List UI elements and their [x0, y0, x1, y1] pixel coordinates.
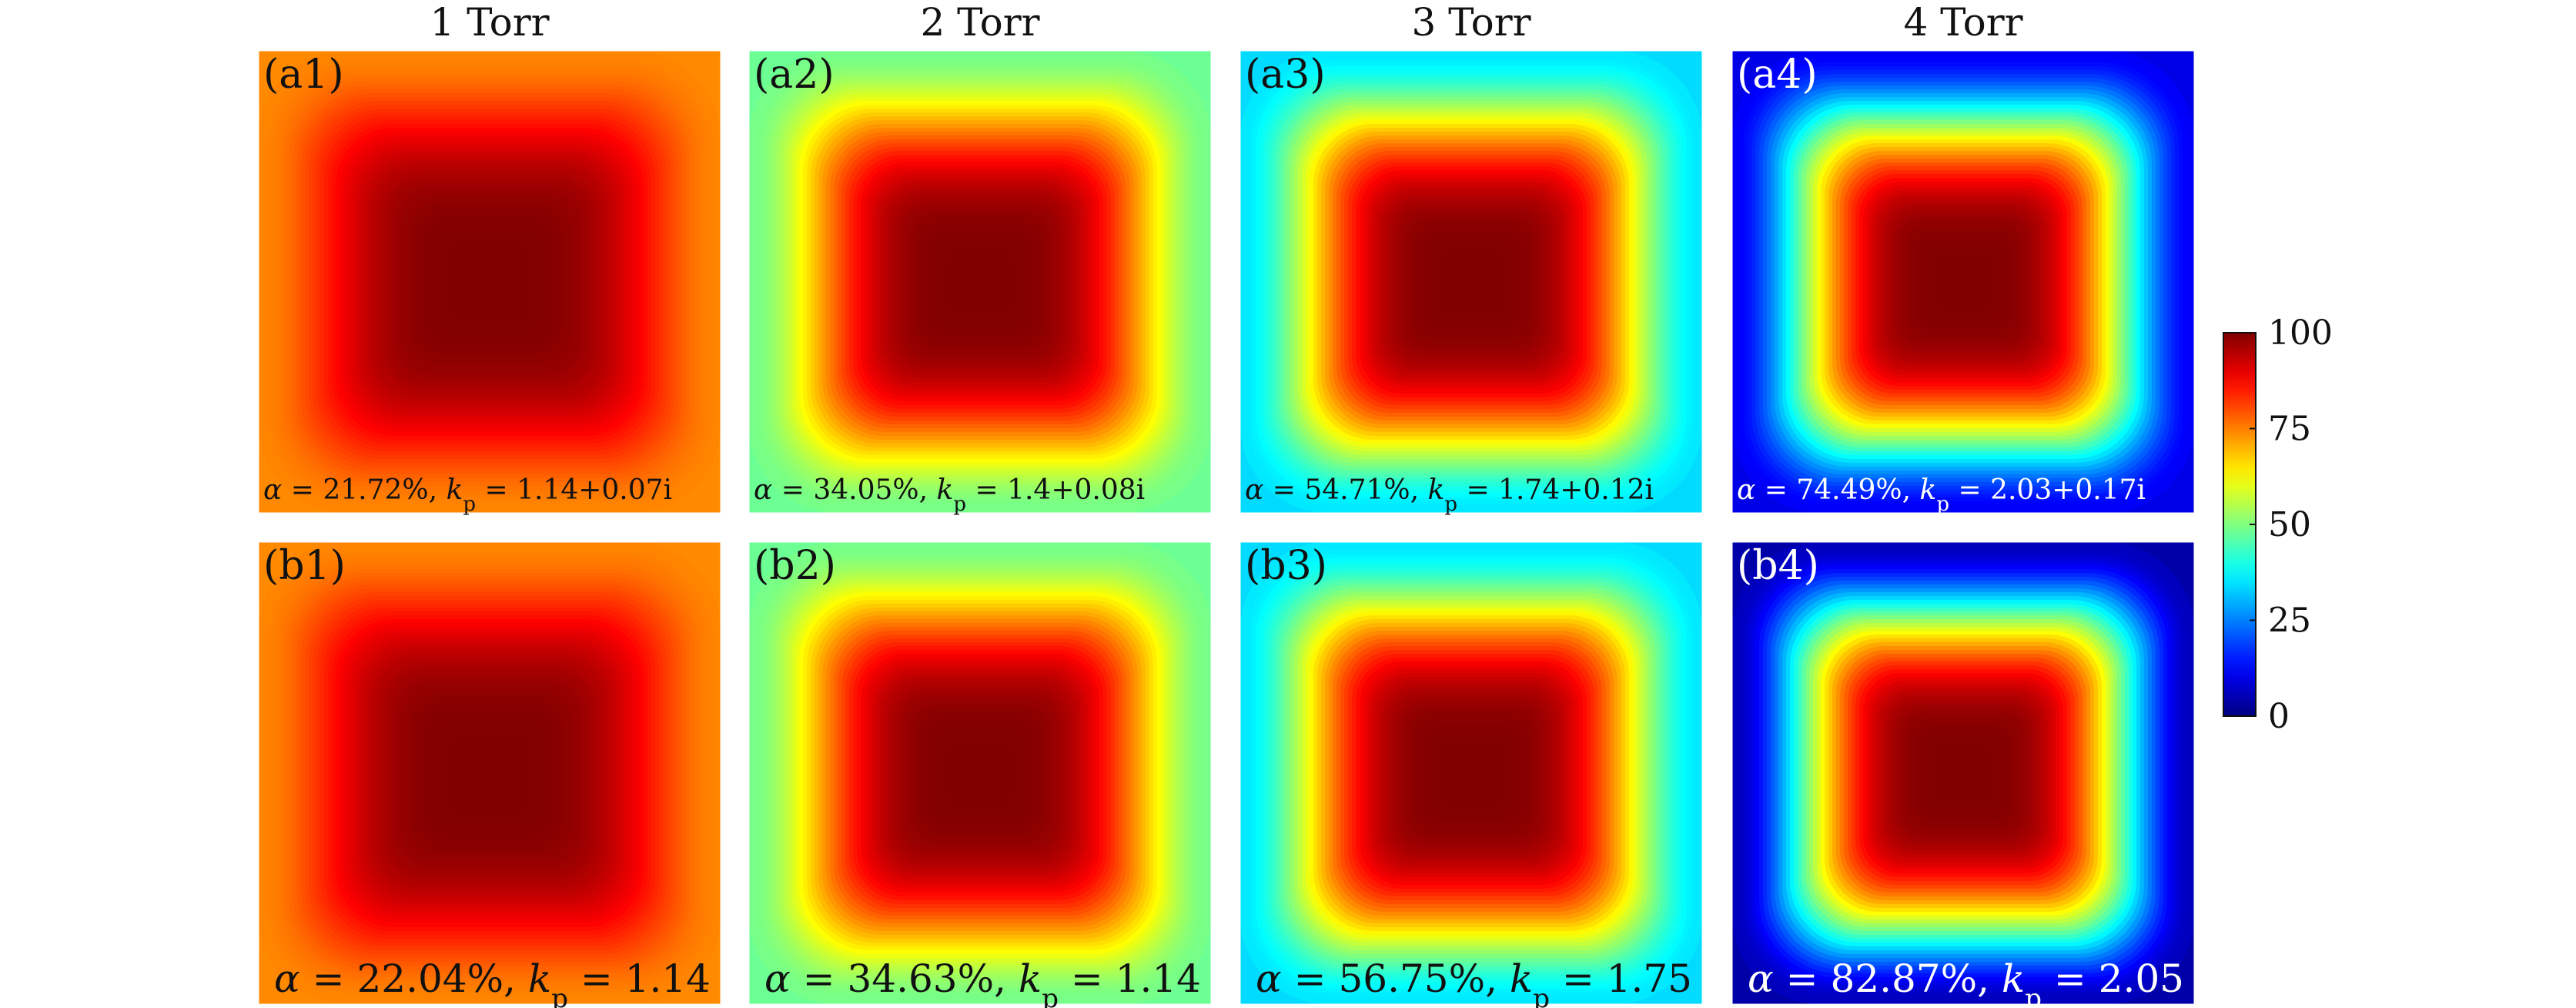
column-title: 2 Torr [920, 0, 1039, 45]
density-contour [486, 769, 493, 777]
panel-border [1239, 541, 1703, 1005]
colorbar-tick-label: 25 [2268, 601, 2311, 641]
column-title: 4 Torr [1903, 0, 2022, 45]
density-field [1732, 542, 2194, 1004]
panel-label: (a4) [1737, 52, 1818, 98]
column-title: 3 Torr [1411, 0, 1531, 45]
density-field [259, 51, 721, 513]
density-field [1732, 51, 2194, 513]
density-contour [976, 769, 984, 777]
panel-border [1239, 50, 1703, 514]
density-contour [1467, 278, 1475, 286]
density-contour [486, 278, 493, 286]
density-contour [1467, 769, 1475, 777]
heatmap-panel: (b3) α = 56.75%, kp = 1.75 [1239, 541, 1703, 1008]
panel-border [258, 541, 721, 1005]
density-contour [1959, 769, 1967, 777]
density-field [749, 51, 1211, 513]
panel-label: (a3) [1245, 52, 1326, 98]
panel-label: (b2) [754, 543, 836, 589]
panel-caption: α = 34.63%, kp = 1.14 [764, 956, 1201, 1008]
heatmap-panel: (a3) α = 54.71%, kp = 1.74+0.12i [1239, 50, 1703, 516]
heatmap-panel: (b2) α = 34.63%, kp = 1.14 [748, 541, 1212, 1008]
panel-label: (b4) [1737, 543, 1819, 589]
heatmap-panel: (a1) α = 21.72%, kp = 1.14+0.07i [258, 50, 721, 516]
heatmap-panel: (a4) α = 74.49%, kp = 2.03+0.17i [1731, 50, 2195, 516]
panel-caption: α = 54.71%, kp = 1.74+0.12i [1245, 474, 1654, 516]
density-field [1240, 51, 1702, 513]
colorbar-tick-label: 75 [2268, 410, 2311, 449]
colorbar: 100 75 50 25 0 [2223, 313, 2333, 736]
colorbar-tick-label: 50 [2268, 505, 2311, 544]
panel-border [748, 541, 1212, 1005]
panel-border [1731, 541, 2195, 1005]
panel-caption: α = 34.05%, kp = 1.4+0.08i [754, 474, 1145, 516]
panel-border [258, 50, 721, 514]
panel-label: (a1) [263, 52, 344, 98]
panel-caption: α = 82.87%, kp = 2.05 [1748, 956, 2184, 1008]
panel-caption: α = 74.49%, kp = 2.03+0.17i [1737, 474, 2146, 516]
heatmap-panel: (b1) α = 22.04%, kp = 1.14 [258, 541, 721, 1008]
heatmap-panel: (b4) α = 82.87%, kp = 2.05 [1731, 541, 2195, 1008]
column-title: 1 Torr [430, 0, 549, 45]
panel-border [748, 50, 1212, 514]
density-field [259, 542, 721, 1004]
density-contour [976, 278, 984, 286]
density-field [1240, 542, 1702, 1004]
panel-caption: α = 56.75%, kp = 1.75 [1256, 956, 1692, 1008]
heatmap-panel: (a2) α = 34.05%, kp = 1.4+0.08i [748, 50, 1212, 516]
panel-label: (a2) [754, 52, 835, 98]
heatmap-panels: (a1) α = 21.72%, kp = 1.14+0.07i (a2) α = 3… [258, 50, 2195, 1008]
panel-border [1731, 50, 2195, 514]
panel-caption: α = 21.72%, kp = 1.14+0.07i [263, 474, 672, 516]
panel-label: (b3) [1245, 543, 1327, 589]
panel-label: (b1) [263, 543, 346, 589]
colorbar-tick-label: 0 [2268, 697, 2290, 736]
density-contour [1959, 278, 1967, 286]
colorbar-tick-label: 100 [2268, 313, 2333, 353]
density-field [749, 542, 1211, 1004]
panel-caption: α = 22.04%, kp = 1.14 [274, 956, 711, 1008]
column-titles: 1 Torr 2 Torr 3 Torr 4 Torr [430, 0, 2022, 45]
